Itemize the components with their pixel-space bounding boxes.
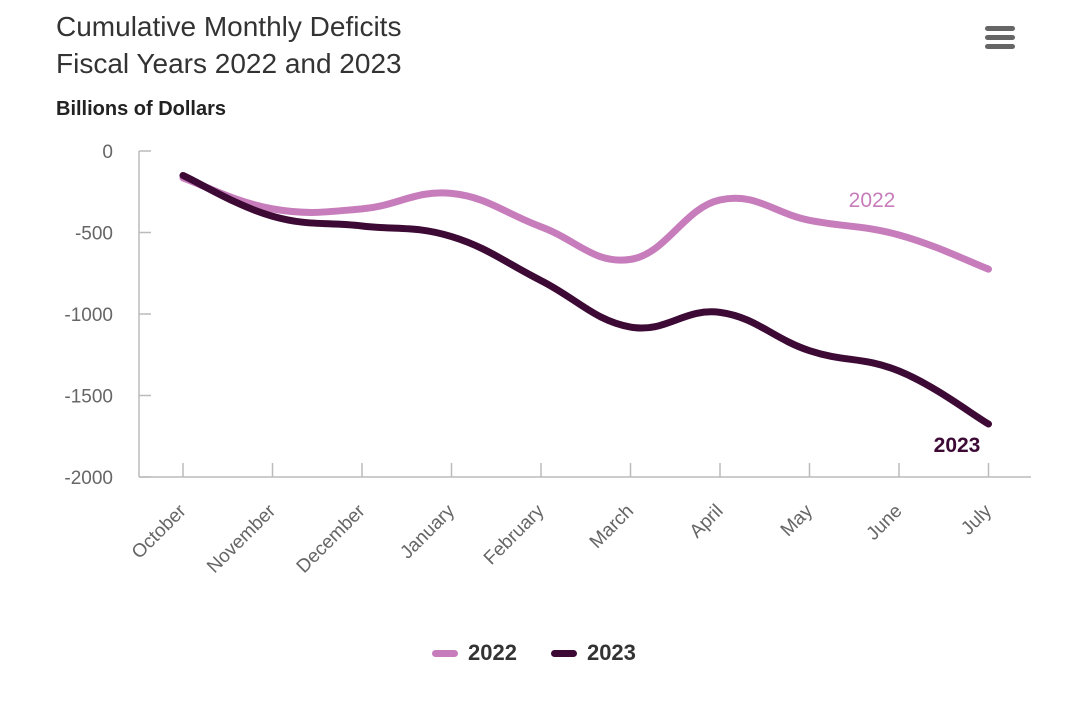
- hamburger-menu-icon-bar: [985, 26, 1015, 31]
- legend-swatch-2022: [432, 649, 458, 657]
- hamburger-menu-icon-bar: [985, 35, 1015, 40]
- legend-label-2023: 2023: [586, 640, 636, 665]
- series-end-label-2022: 2022: [849, 189, 896, 212]
- series-line-2023[interactable]: [179, 171, 992, 428]
- y-tick-label: -1000: [64, 305, 113, 326]
- chart-title-line-2: Fiscal Years 2022 and 2023: [56, 48, 402, 79]
- legend-item-2023[interactable]: 2023: [550, 640, 636, 666]
- series-end-label-2023: 2023: [934, 434, 981, 457]
- x-tick-label: October: [128, 500, 191, 563]
- chart-title-line-1: Cumulative Monthly Deficits: [56, 11, 402, 42]
- y-axis-label: Billions of Dollars: [56, 98, 227, 120]
- y-tick-label: -500: [75, 224, 113, 245]
- chart-menu-button[interactable]: [982, 24, 1020, 52]
- y-tick-label: -1500: [64, 387, 113, 408]
- y-tick-label: 0: [102, 142, 113, 163]
- hamburger-menu-icon-bar: [985, 44, 1015, 49]
- legend-item-2022[interactable]: 2022: [432, 640, 517, 666]
- x-tick-label: November: [203, 500, 280, 577]
- chart-legend: 2022 2023: [432, 640, 636, 666]
- x-tick-label: May: [777, 500, 818, 541]
- x-tick-label: April: [686, 501, 728, 543]
- chart-title: Cumulative Monthly Deficits Fiscal Years…: [56, 8, 402, 82]
- x-tick-label: June: [863, 501, 907, 545]
- series-line-2022[interactable]: [179, 174, 992, 273]
- x-tick-label: December: [293, 500, 370, 577]
- x-tick-label: January: [396, 500, 459, 563]
- y-tick-label: -2000: [64, 468, 113, 489]
- x-tick-label: March: [586, 501, 638, 553]
- legend-label-2022: 2022: [468, 640, 517, 665]
- legend-swatch-2023: [550, 649, 577, 657]
- x-tick-label: July: [957, 500, 996, 539]
- x-tick-label: February: [480, 500, 549, 569]
